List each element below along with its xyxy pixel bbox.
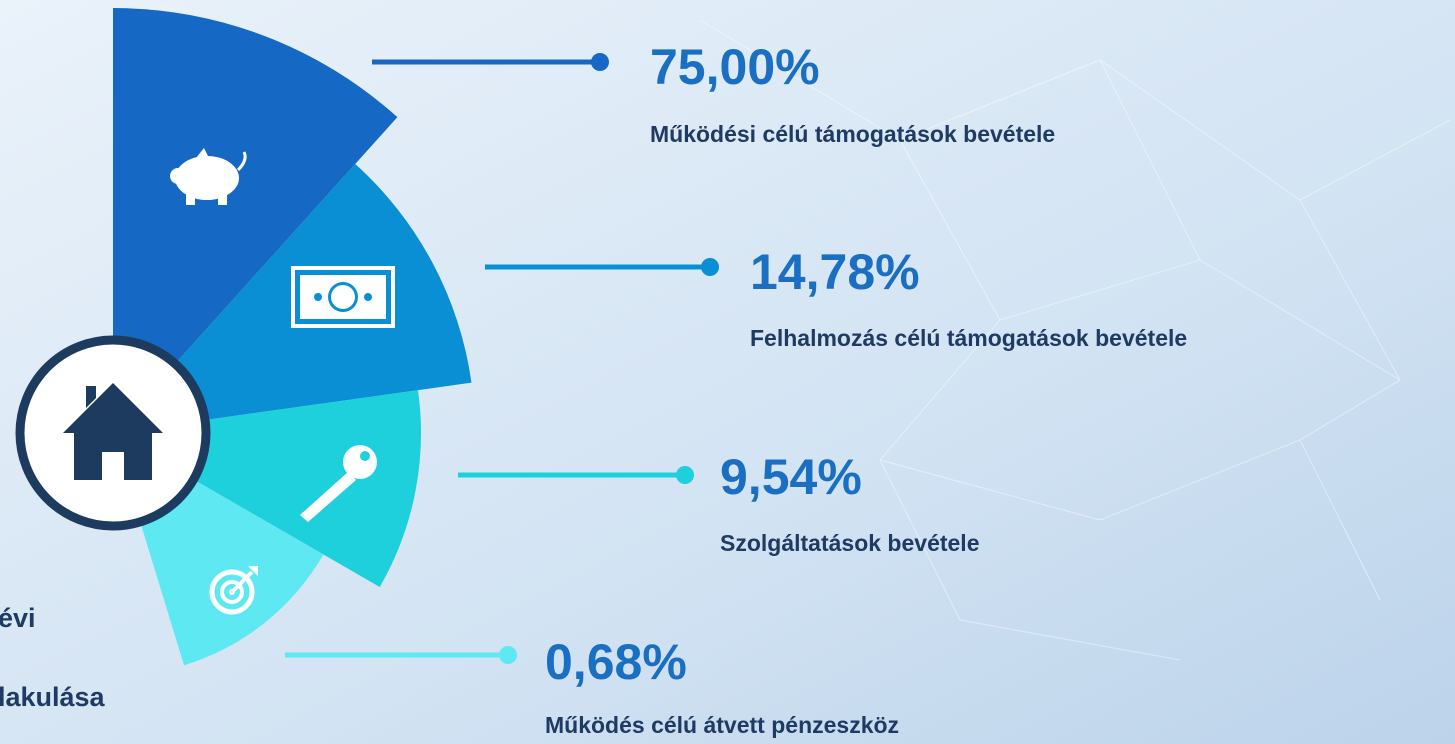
- slide: 75,00% Működési célú támogatások bevétel…: [0, 0, 1455, 744]
- label-text: Felhalmozás célú támogatások bevétele: [750, 325, 1187, 351]
- title-fragment: évi: [0, 603, 36, 633]
- connector-dot: [499, 646, 517, 664]
- value-text: 14,78%: [750, 244, 920, 300]
- connector-dot: [676, 466, 694, 484]
- title-fragment: lakulása: [0, 682, 106, 712]
- home-badge: [20, 340, 206, 526]
- value-text: 75,00%: [650, 39, 820, 95]
- money-icon: [293, 268, 393, 326]
- value-text: 9,54%: [720, 449, 862, 505]
- label-text: Működés célú átvett pénzeszköz: [545, 712, 899, 738]
- label-text: Működési célú támogatások bevétele: [650, 121, 1055, 147]
- value-text: 0,68%: [545, 634, 687, 690]
- connector-dot: [591, 53, 609, 71]
- label-text: Szolgáltatások bevétele: [720, 530, 980, 556]
- connector-dot: [701, 258, 719, 276]
